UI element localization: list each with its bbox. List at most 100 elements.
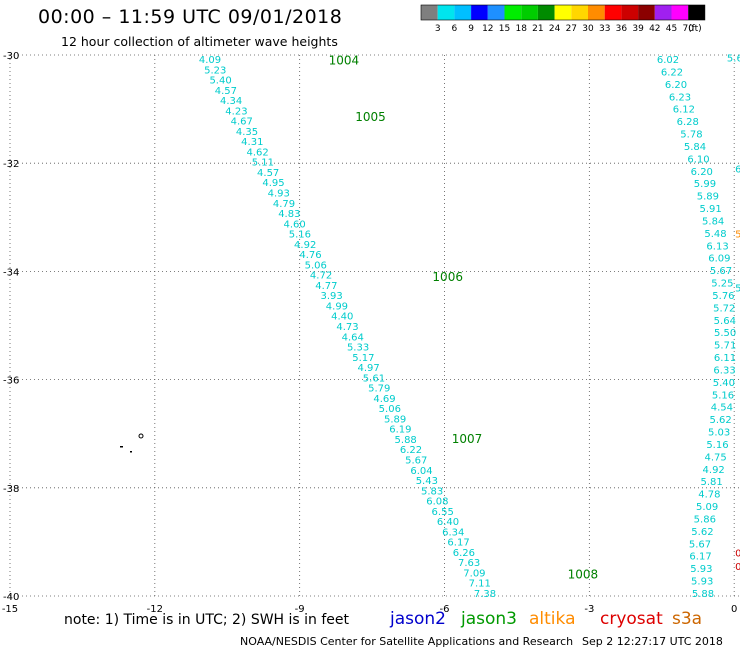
wave-height-label: 5.17 (352, 353, 374, 364)
colorbar-swatch (688, 5, 705, 20)
wave-height-label: 5.99 (694, 179, 716, 190)
colorbar-swatch (654, 5, 672, 20)
wave-height-label: 5.67 (689, 539, 711, 550)
wave-height-label: 5.11 (252, 158, 274, 169)
wave-height-label: 5.61 (363, 373, 385, 384)
wave-height-label: 5.86 (694, 514, 716, 525)
lon-tick-label: -9 (295, 604, 305, 615)
edge-wave-label: 05 (735, 562, 740, 573)
colorbar-tick-label: 27 (566, 24, 577, 34)
wave-height-colorbar: 3 6 9 12 15 18 21 24 27 30 33 36 39 42 45 70(ft) (420, 4, 706, 34)
wave-height-label: 6.26 (453, 548, 475, 559)
legend-altika: altika (529, 609, 576, 629)
legend-jason2: jason2 (390, 609, 446, 629)
wave-height-label: 5.83 (421, 486, 443, 497)
lon-tick-label: -12 (147, 604, 163, 615)
legend-jason3: jason3 (461, 609, 517, 629)
wave-height-label: 5.81 (700, 477, 722, 488)
wave-height-label: 5.25 (711, 279, 733, 290)
wave-height-label: 5.84 (702, 216, 724, 227)
wave-height-label: 5.93 (691, 577, 713, 588)
colorbar-tick-label: 42 (649, 24, 660, 34)
wave-height-label: 4.54 (711, 403, 733, 414)
colorbar-tick-label: 12 (482, 24, 493, 34)
wave-height-label: 3.93 (321, 291, 343, 302)
wave-height-label: 5.76 (712, 291, 734, 302)
colorbar-frame (420, 4, 706, 21)
wave-height-label: 5.78 (680, 130, 702, 141)
legend-s3a: s3a (672, 609, 703, 629)
wave-height-label: 5.16 (706, 440, 728, 451)
lon-tick-label: -15 (2, 604, 18, 615)
colorbar-tick-label: 30 (582, 24, 594, 34)
track-time-label: 1008 (568, 567, 599, 581)
colorbar-tick-label: 36 (616, 24, 628, 34)
wave-height-label: 6.02 (657, 55, 679, 66)
legend-note: note: 1) Time is in UTC; 2) SWH is in fe… (64, 612, 350, 628)
wave-height-label: 4.67 (231, 117, 253, 128)
colorbar-tick-label: 6 (452, 24, 458, 34)
edge-wave-label: 5.3 (735, 230, 740, 241)
wave-height-label: 4.34 (220, 96, 242, 107)
wave-height-label: 6.55 (432, 507, 454, 518)
wave-height-label: 5.84 (684, 142, 706, 153)
wave-height-label: 4.72 (310, 271, 332, 282)
wave-height-label: 5.06 (305, 260, 327, 271)
wave-height-label: 5.62 (691, 527, 713, 538)
wave-height-label: 6.13 (706, 241, 728, 252)
lat-tick-label: -40 (3, 592, 19, 603)
wave-height-label: 4.40 (331, 312, 353, 323)
wave-height-label: 4.83 (278, 209, 300, 220)
wave-height-label: 4.73 (336, 322, 358, 333)
wave-height-label: 5.09 (696, 502, 718, 513)
colorbar-swatch (588, 5, 605, 20)
colorbar-swatch (471, 5, 488, 20)
wave-height-label: 5.64 (714, 316, 736, 327)
wave-height-label: 4.60 (283, 219, 305, 230)
wave-height-label: 5.23 (204, 65, 226, 76)
wave-height-label: 4.31 (241, 137, 263, 148)
wave-height-label: 4.97 (358, 363, 380, 374)
wave-height-label: 6.20 (691, 167, 713, 178)
wave-height-label: 5.06 (379, 404, 401, 415)
colorbar-swatch (421, 5, 438, 20)
footer-timestamp: Sep 2 12:27:17 UTC 2018 (582, 635, 723, 648)
wave-height-label: 7.11 (469, 579, 491, 590)
colorbar-swatch (671, 5, 689, 20)
colorbar-swatch (621, 5, 639, 20)
wave-height-label: 5.89 (384, 414, 406, 425)
colorbar-tick-label: 39 (632, 24, 644, 34)
wave-height-label: 5.88 (395, 435, 417, 446)
lon-tick-label: -6 (440, 604, 450, 615)
wave-height-label: 6.17 (689, 552, 711, 563)
wave-height-label: 5.50 (714, 328, 736, 339)
wave-height-label: 4.77 (315, 281, 337, 292)
wave-height-label: 4.62 (246, 147, 268, 158)
colorbar-swatch (537, 5, 555, 20)
wave-height-label: 4.92 (703, 465, 725, 476)
wave-height-label: 6.40 (437, 517, 459, 528)
map-subtitle: 12 hour collection of altimeter wave hei… (61, 34, 338, 49)
lat-tick-label: -34 (3, 267, 19, 278)
colorbar-swatch (521, 5, 538, 20)
wave-height-label: 6.33 (713, 365, 735, 376)
colorbar-unit: (ft) (688, 24, 702, 34)
wave-height-label: 6.10 (687, 154, 709, 165)
wave-height-label: 4.23 (225, 106, 247, 117)
wave-height-label: 6.11 (714, 353, 736, 364)
wave-height-label: 5.67 (405, 456, 427, 467)
island-marker (138, 433, 144, 439)
wave-height-label: 4.78 (698, 490, 720, 501)
track-time-label: 1007 (452, 432, 483, 446)
lat-tick-label: -38 (3, 484, 19, 495)
wave-height-label: 6.22 (400, 445, 422, 456)
wave-height-label: 5.71 (714, 341, 736, 352)
colorbar-swatch (604, 5, 622, 20)
track-time-label: 1006 (432, 270, 463, 284)
colorbar-swatch (638, 5, 655, 20)
colorbar-tick-label: 3 (435, 24, 441, 34)
lon-tick-label: -3 (584, 604, 594, 615)
wave-height-label: 4.93 (268, 189, 290, 200)
wave-height-label: 6.04 (410, 466, 432, 477)
